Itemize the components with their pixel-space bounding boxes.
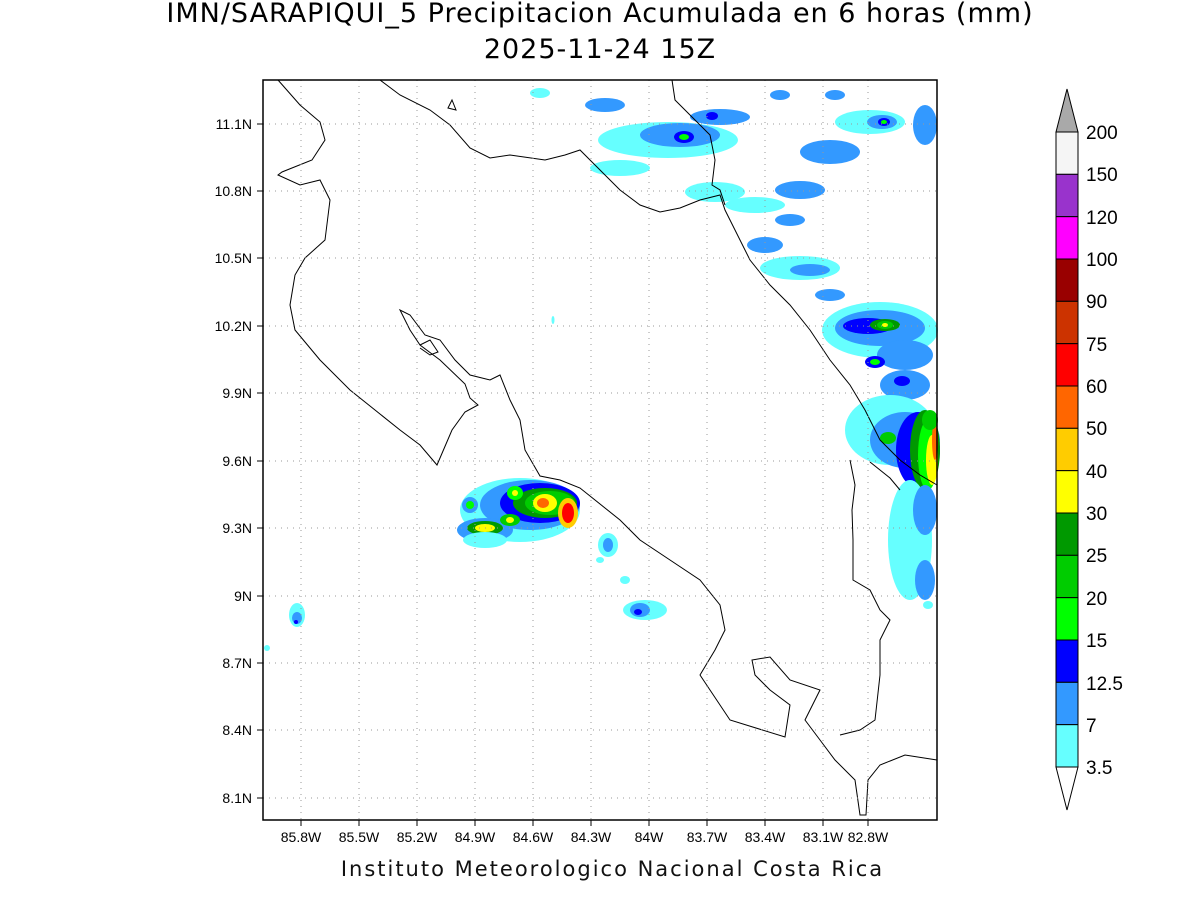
lon-label: 84.9W bbox=[455, 829, 496, 845]
colorbar-over-triangle bbox=[1055, 88, 1079, 133]
lat-label: 9.6N bbox=[222, 453, 252, 469]
lat-label: 8.1N bbox=[222, 790, 252, 806]
colorbar-label: 75 bbox=[1086, 335, 1107, 356]
lon-label: 83.1W bbox=[803, 829, 844, 845]
colorbar-swatch bbox=[1055, 216, 1079, 260]
lat-label: 9.9N bbox=[222, 385, 252, 401]
colorbar-label: 15 bbox=[1086, 631, 1107, 652]
colorbar-label: 20 bbox=[1086, 589, 1107, 610]
institution-footer: Instituto Meteorologico Nacional Costa R… bbox=[340, 857, 885, 881]
colorbar-label: 60 bbox=[1086, 377, 1107, 398]
lon-label: 83.4W bbox=[745, 829, 786, 845]
lat-label: 8.4N bbox=[222, 722, 252, 738]
lon-label: 84.6W bbox=[513, 829, 554, 845]
colorbar-swatch bbox=[1055, 173, 1079, 218]
lat-label: 11.1N bbox=[216, 116, 252, 132]
longitude-labels: 85.8W 85.5W 85.2W 84.9W 84.6W 84.3W 84W … bbox=[281, 829, 889, 845]
colorbar-label: 40 bbox=[1086, 462, 1107, 483]
map-subtitle-date: 2025-11-24 15Z bbox=[483, 34, 717, 65]
colorbar-label: 90 bbox=[1086, 292, 1107, 313]
map-frame bbox=[262, 79, 938, 821]
coastlines bbox=[277, 79, 938, 816]
colorbar-swatch bbox=[1055, 470, 1079, 514]
colorbar-label: 50 bbox=[1086, 419, 1107, 440]
lon-label: 85.5W bbox=[339, 829, 380, 845]
colorbar-swatch bbox=[1055, 512, 1079, 556]
latitude-labels: 11.1N 10.8N 10.5N 10.2N 9.9N 9.6N 9.3N 9… bbox=[215, 116, 252, 806]
colorbar-swatch bbox=[1055, 300, 1079, 345]
colorbar-swatch bbox=[1055, 258, 1079, 302]
colorbar-label: 100 bbox=[1086, 250, 1118, 271]
colorbar-swatch bbox=[1055, 343, 1079, 387]
lat-lon-grid bbox=[263, 80, 937, 820]
lat-label: 10.8N bbox=[215, 183, 252, 199]
lat-label: 8.7N bbox=[222, 655, 252, 671]
lon-label: 82.8W bbox=[848, 829, 889, 845]
lon-label: 83.7W bbox=[687, 829, 728, 845]
colorbar-swatch bbox=[1055, 554, 1079, 599]
colorbar-under-triangle bbox=[1055, 766, 1079, 811]
colorbar-swatch bbox=[1055, 427, 1079, 472]
colorbar-label: 12.5 bbox=[1086, 674, 1123, 695]
lat-label: 9.3N bbox=[222, 520, 252, 536]
colorbar-swatch bbox=[1055, 597, 1079, 641]
map-title: IMN/SARAPIQUI_5 Precipitacion Acumulada … bbox=[166, 0, 1034, 29]
colorbar-label: 120 bbox=[1086, 208, 1118, 229]
colorbar-swatch bbox=[1055, 131, 1079, 175]
colorbar-label: 150 bbox=[1086, 165, 1118, 186]
lat-label: 10.2N bbox=[215, 318, 252, 334]
colorbar-swatch bbox=[1055, 639, 1079, 683]
colorbar-label: 30 bbox=[1086, 504, 1107, 525]
axis-ticks bbox=[257, 123, 869, 826]
colorbar: 200 150 120 100 90 75 60 50 40 30 25 20 … bbox=[1055, 88, 1123, 811]
lon-label: 85.8W bbox=[281, 829, 322, 845]
lon-label: 84W bbox=[635, 829, 665, 845]
colorbar-swatch bbox=[1055, 385, 1079, 429]
colorbar-label: 200 bbox=[1086, 123, 1118, 144]
lon-label: 85.2W bbox=[397, 829, 438, 845]
colorbar-swatch bbox=[1055, 681, 1079, 726]
colorbar-label: 3.5 bbox=[1086, 758, 1112, 779]
precipitation-field bbox=[264, 88, 940, 651]
colorbar-label: 25 bbox=[1086, 546, 1107, 567]
lat-label: 9N bbox=[234, 588, 252, 604]
lat-label: 10.5N bbox=[215, 250, 252, 266]
colorbar-swatch bbox=[1055, 724, 1079, 768]
lon-label: 84.3W bbox=[571, 829, 612, 845]
colorbar-label: 7 bbox=[1086, 716, 1097, 737]
